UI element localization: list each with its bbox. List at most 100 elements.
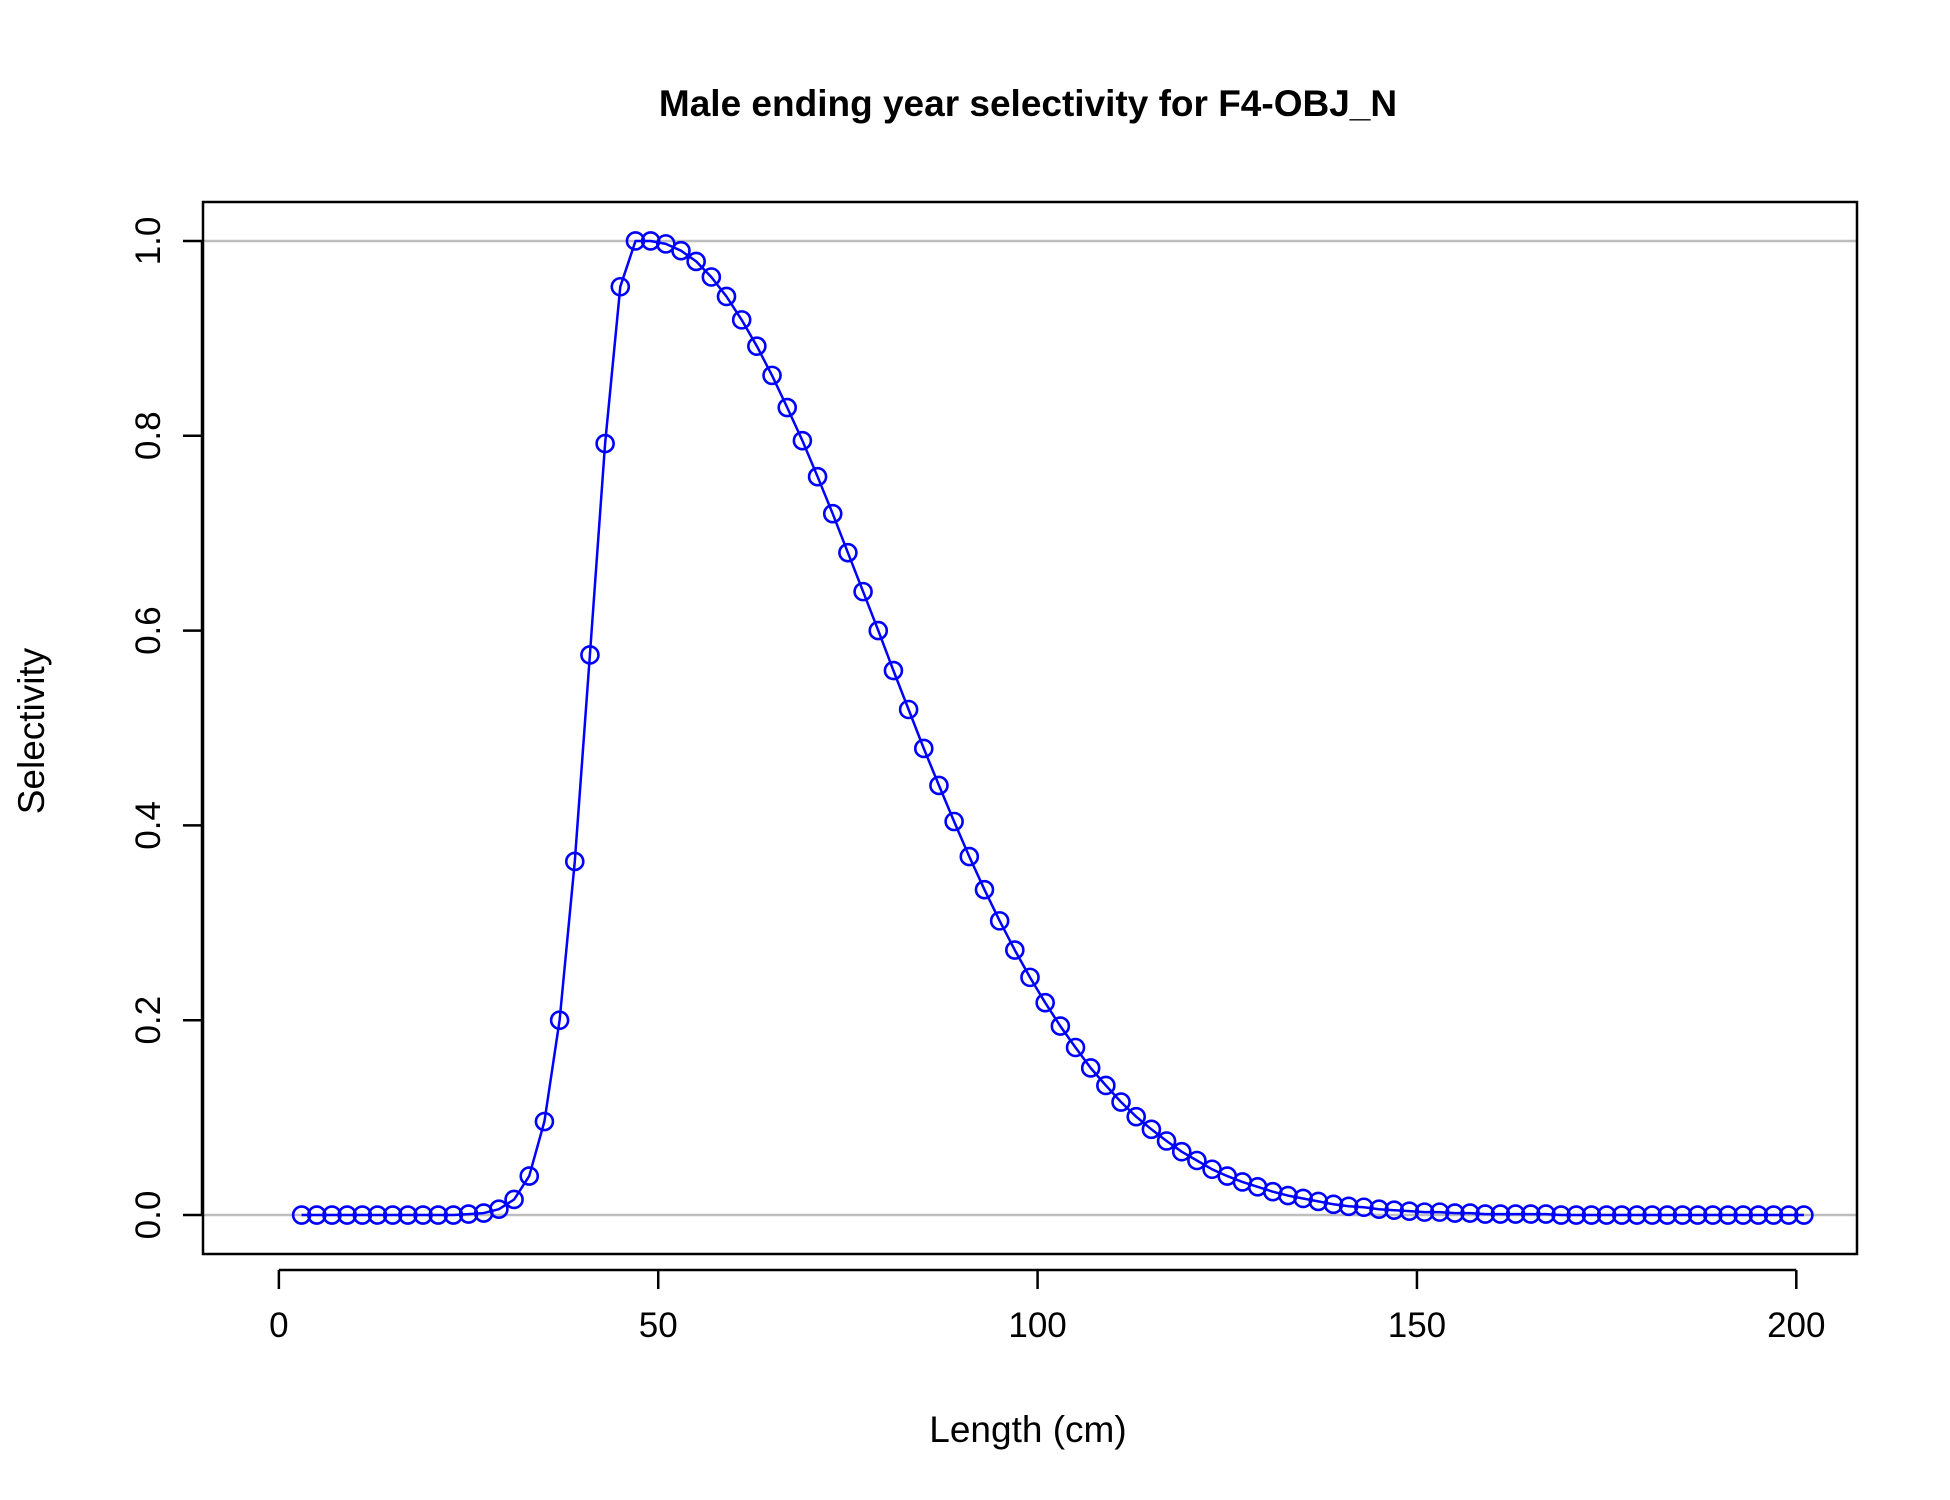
data-point (1323, 1194, 1344, 1215)
series-layer (291, 231, 1814, 1225)
data-point (838, 542, 858, 563)
data-point (1111, 1092, 1131, 1112)
data-point (822, 503, 843, 524)
data-point (792, 430, 813, 451)
data-point (322, 1205, 342, 1225)
data-point (1566, 1205, 1587, 1225)
x-axis-label: Length (cm) (929, 1409, 1126, 1450)
data-point (504, 1189, 524, 1210)
data-point (1687, 1205, 1708, 1225)
data-point (1460, 1203, 1480, 1223)
y-tick-label: 0.8 (129, 411, 168, 460)
data-point (1126, 1106, 1147, 1127)
data-point (382, 1205, 403, 1225)
data-point (367, 1205, 388, 1225)
data-point (716, 286, 737, 307)
x-tick-label: 100 (1008, 1306, 1066, 1345)
data-point (1384, 1200, 1404, 1220)
data-point (989, 911, 1010, 931)
data-point (458, 1204, 479, 1224)
data-point (1536, 1204, 1556, 1224)
data-point (777, 397, 798, 418)
chart-title: Male ending year selectivity for F4-OBJ_… (659, 83, 1397, 124)
data-point (1627, 1205, 1647, 1225)
data-point (625, 231, 646, 251)
data-point (1657, 1205, 1678, 1225)
data-point (1429, 1202, 1450, 1222)
data-point (1794, 1205, 1814, 1225)
data-point (1050, 1016, 1071, 1036)
data-point (519, 1166, 540, 1186)
data-point (1596, 1205, 1617, 1225)
data-point (1096, 1075, 1116, 1096)
data-point (1581, 1205, 1602, 1225)
y-tick-label: 0.2 (129, 996, 168, 1045)
data-point (1703, 1205, 1723, 1225)
y-tick-label: 0.0 (129, 1191, 168, 1240)
data-point (564, 851, 585, 872)
data-point (1065, 1037, 1086, 1058)
data-point (929, 775, 949, 796)
data-point (1035, 992, 1055, 1013)
x-tick-label: 50 (639, 1306, 678, 1345)
data-point (1369, 1199, 1389, 1219)
data-point (898, 699, 919, 720)
data-point (853, 581, 873, 602)
data-point (701, 267, 722, 287)
data-point (1778, 1205, 1799, 1225)
data-point (1642, 1205, 1662, 1225)
y-tick-label: 1.0 (129, 217, 168, 266)
data-point (1141, 1119, 1162, 1140)
data-point (534, 1111, 555, 1132)
data-point (595, 433, 615, 454)
data-point (1156, 1131, 1177, 1151)
data-point (352, 1205, 373, 1225)
data-point (1080, 1058, 1101, 1078)
data-point (1171, 1141, 1192, 1162)
data-point (731, 310, 752, 330)
x-tick-label: 200 (1767, 1306, 1825, 1345)
data-point (1611, 1205, 1632, 1225)
data-point (883, 660, 904, 681)
data-point (1672, 1205, 1693, 1225)
data-point (549, 1010, 570, 1031)
data-point (1733, 1205, 1753, 1225)
data-point (398, 1205, 418, 1225)
data-point (1551, 1205, 1571, 1225)
data-point (671, 240, 691, 261)
data-point (428, 1205, 449, 1225)
data-point (1020, 967, 1040, 988)
data-point (974, 879, 995, 900)
data-point (868, 620, 889, 641)
data-point (1748, 1205, 1769, 1225)
y-tick-label: 0.6 (129, 606, 168, 655)
data-point (291, 1205, 312, 1225)
data-point (1399, 1201, 1420, 1221)
data-point (1520, 1204, 1541, 1224)
y-axis-label: Selectivity (11, 647, 52, 814)
data-point (489, 1199, 509, 1219)
data-point (1475, 1204, 1496, 1224)
data-point (337, 1205, 357, 1225)
data-point (1338, 1196, 1359, 1217)
data-point (1005, 940, 1025, 960)
data-point (307, 1205, 327, 1225)
data-point (1763, 1205, 1784, 1225)
y-tick-label: 0.4 (129, 801, 168, 850)
data-point (1414, 1202, 1435, 1222)
data-point (1354, 1197, 1374, 1218)
data-point (1505, 1204, 1526, 1224)
x-tick-label: 150 (1388, 1306, 1446, 1345)
data-point (413, 1205, 433, 1225)
data-point (1490, 1204, 1511, 1224)
data-point (1718, 1205, 1738, 1225)
data-point (610, 276, 631, 297)
data-point (762, 365, 782, 386)
data-point (443, 1205, 464, 1225)
axes-layer: 0 50 100 150 200 0.0 0.2 0.4 0.6 0.8 1.0 (129, 217, 1826, 1345)
data-point (959, 846, 980, 867)
data-point (913, 738, 934, 759)
data-point (580, 645, 600, 665)
